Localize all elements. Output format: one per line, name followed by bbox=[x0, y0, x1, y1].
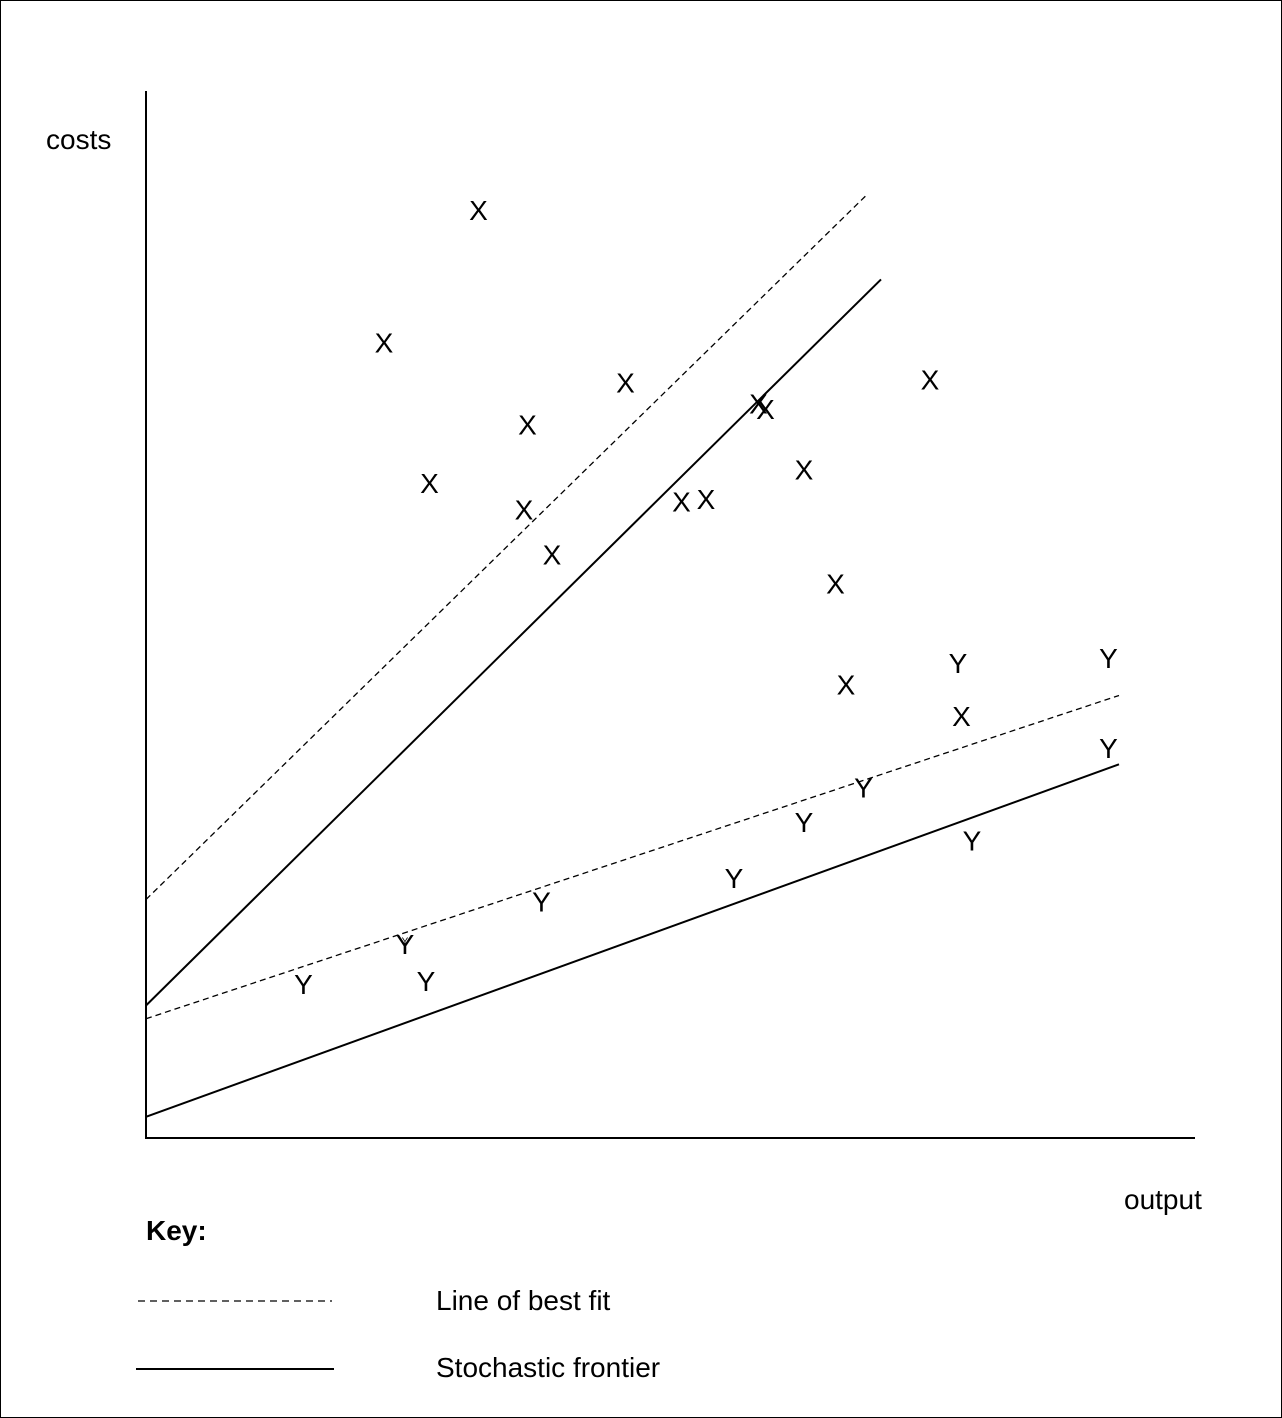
key-frontier-label: Stochastic frontier bbox=[436, 1352, 660, 1383]
point-y-10: Y bbox=[1099, 733, 1118, 764]
point-y-11: Y bbox=[1099, 643, 1118, 674]
point-x-12: X bbox=[837, 669, 856, 700]
fit-line-y-solid bbox=[145, 763, 1120, 1118]
point-x-9: X bbox=[672, 487, 691, 518]
key-title: Key: bbox=[146, 1215, 207, 1246]
point-x-1: X bbox=[469, 195, 488, 226]
point-y-3: Y bbox=[532, 887, 551, 918]
small-y-marker: Y bbox=[402, 936, 409, 947]
annotations: Y bbox=[402, 936, 409, 947]
point-x-4: X bbox=[756, 394, 775, 425]
point-x-10: X bbox=[749, 388, 768, 419]
point-x-2: X bbox=[375, 328, 394, 359]
point-y-4: Y bbox=[396, 929, 415, 960]
fit-line-x-solid bbox=[145, 278, 882, 1007]
point-y-6: Y bbox=[795, 807, 814, 838]
x-axis-label: output bbox=[1124, 1184, 1202, 1215]
point-x-11: X bbox=[826, 569, 845, 600]
fit-line-x-dashed bbox=[145, 194, 868, 900]
point-y-2: Y bbox=[417, 966, 436, 997]
point-x-8: X bbox=[515, 494, 534, 525]
point-x-13: X bbox=[697, 484, 716, 515]
key-best-fit-label: Line of best fit bbox=[436, 1285, 611, 1316]
y-axis-label: costs bbox=[46, 124, 111, 155]
point-x-14: X bbox=[543, 540, 562, 571]
point-x-5: X bbox=[795, 455, 814, 486]
point-x-16: X bbox=[921, 365, 940, 396]
key: Key: Line of best fit Stochastic frontie… bbox=[136, 1215, 660, 1383]
point-x-15: X bbox=[952, 701, 971, 732]
point-y-7: Y bbox=[854, 773, 873, 804]
point-y-9: Y bbox=[949, 648, 968, 679]
fit-line-y-dashed bbox=[145, 694, 1120, 1020]
point-x-7: X bbox=[420, 468, 439, 499]
point-x-3: X bbox=[616, 367, 635, 398]
point-y-8: Y bbox=[963, 826, 982, 857]
point-y-1: Y bbox=[294, 969, 313, 1000]
point-x-6: X bbox=[518, 410, 537, 441]
fit-lines bbox=[145, 194, 1120, 1118]
point-y-5: Y bbox=[725, 863, 744, 894]
